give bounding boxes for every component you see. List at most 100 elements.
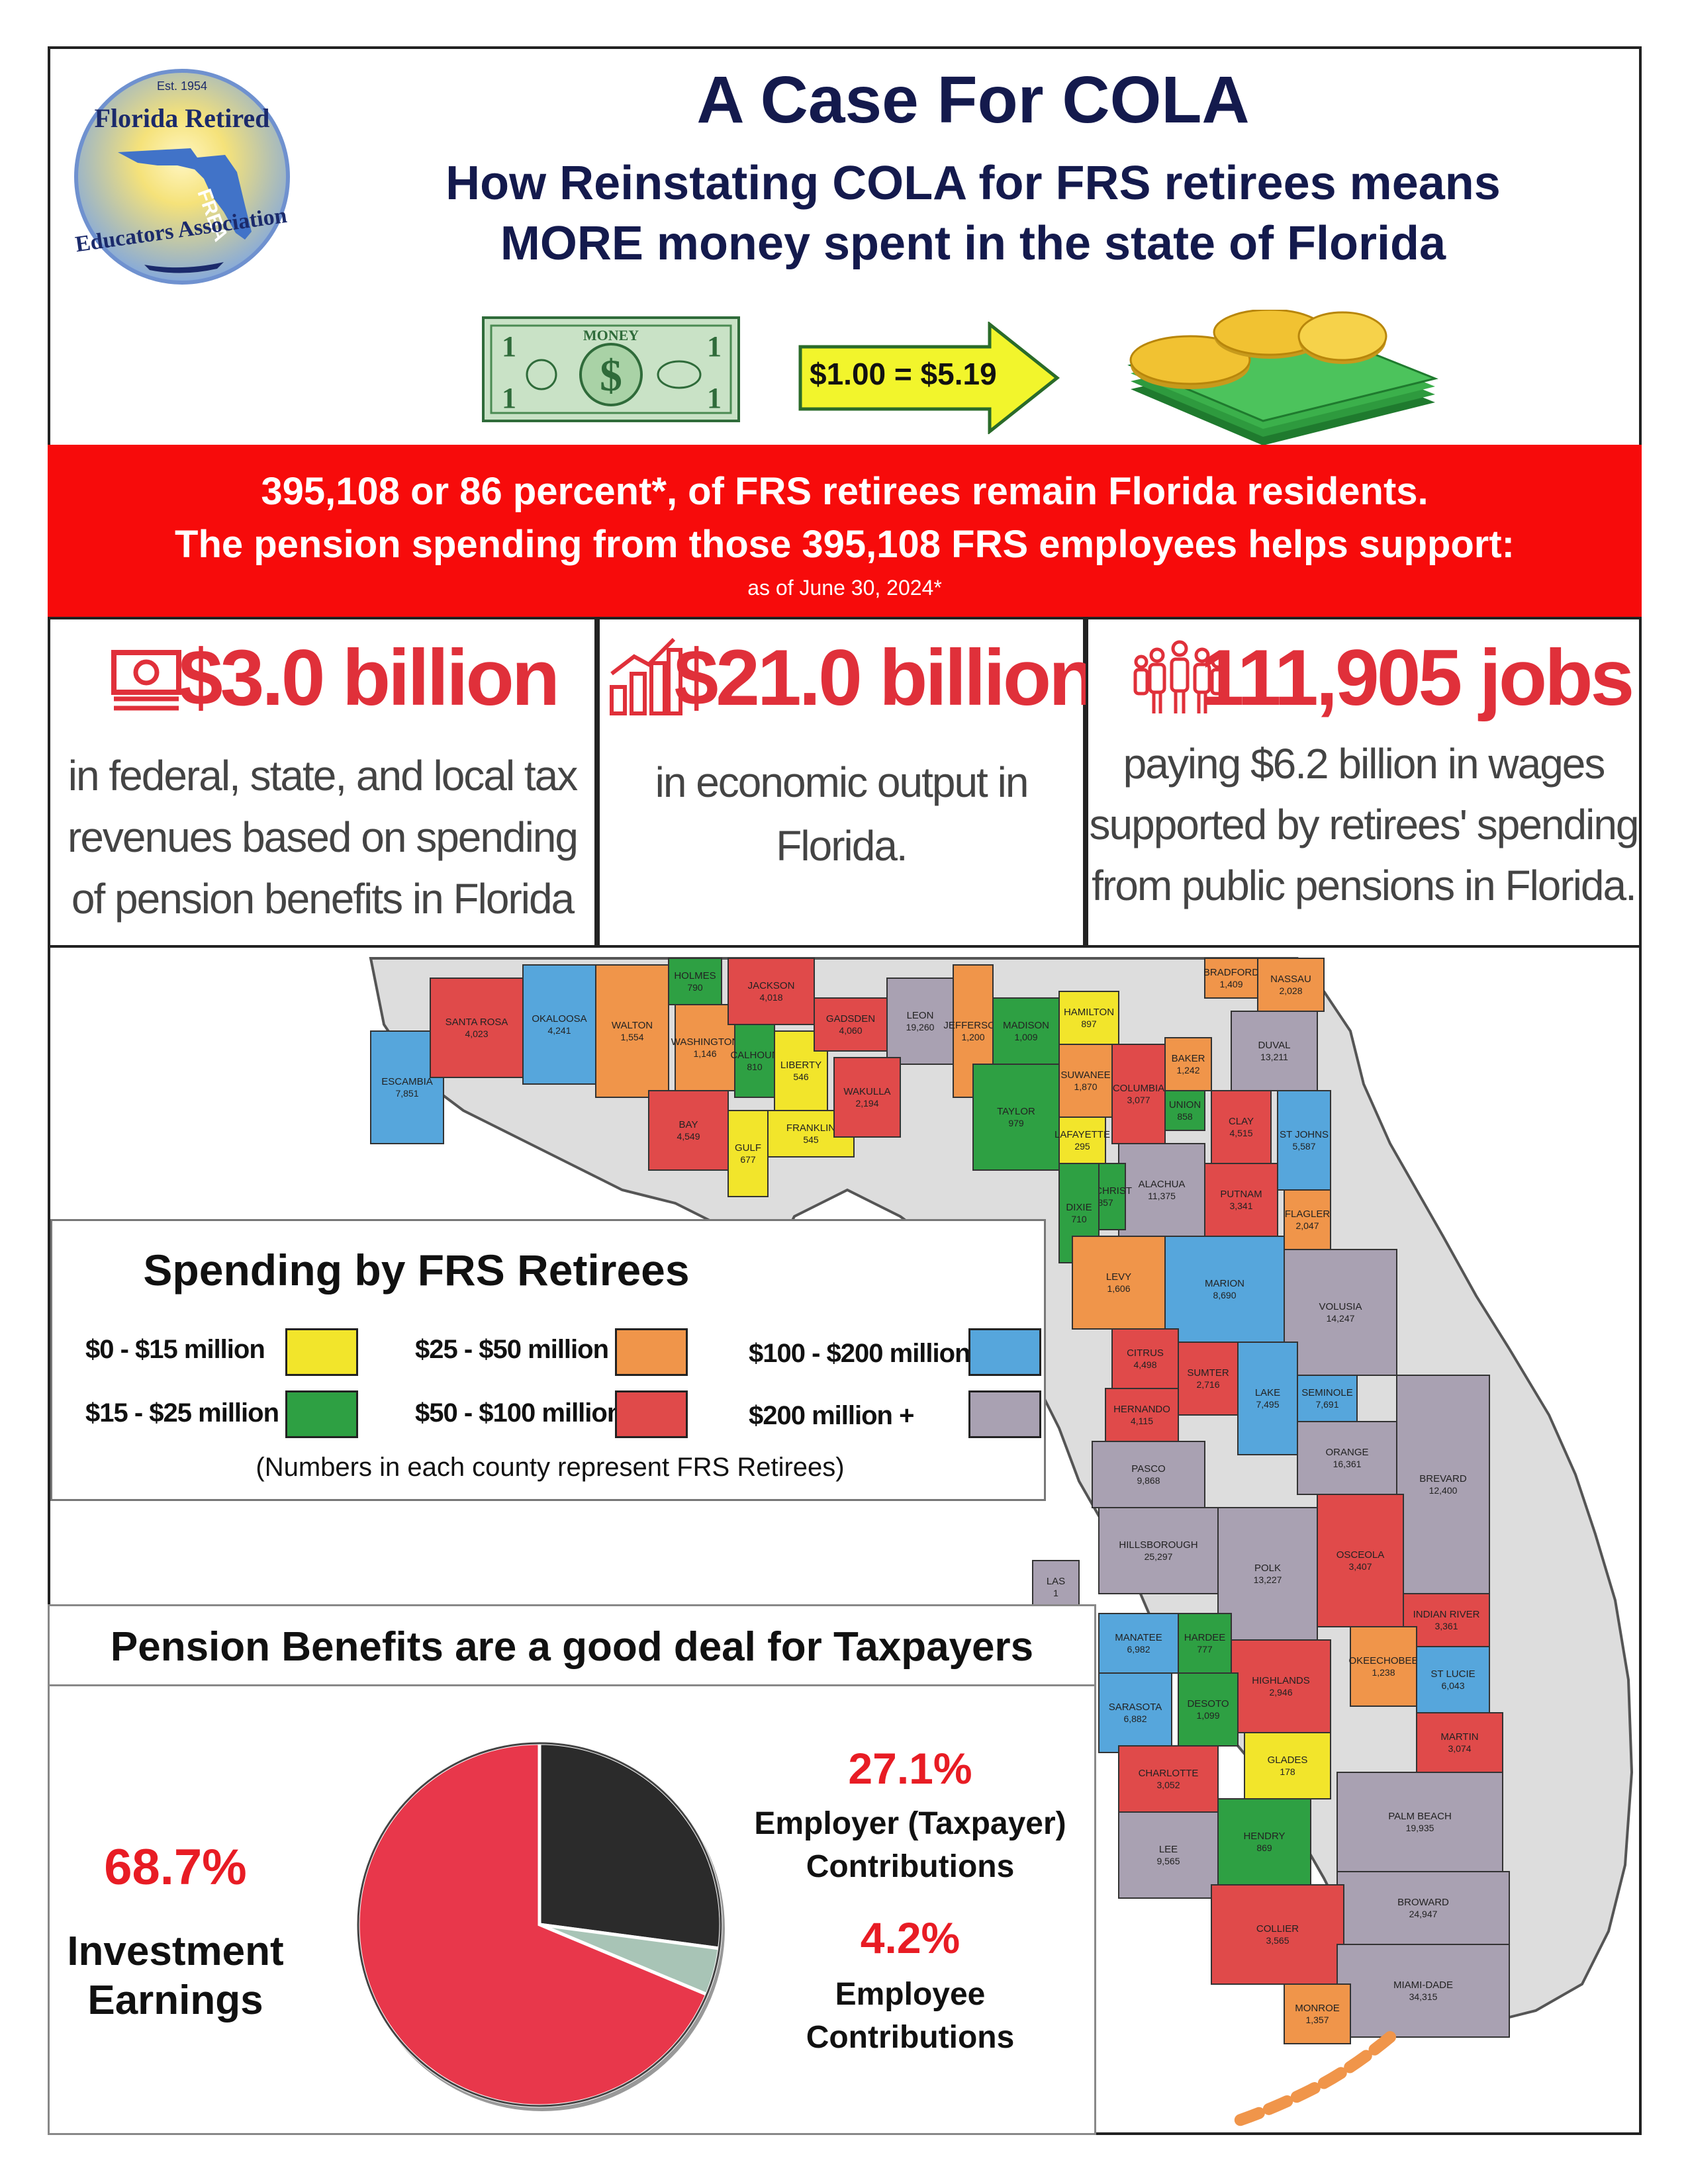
county-retiree-count: 790 <box>687 982 703 993</box>
stat-economic-output: $21.0 billion in economic output in Flor… <box>597 617 1097 948</box>
legend-swatch-green <box>285 1390 358 1438</box>
county-retiree-count: 4,023 <box>465 1028 488 1039</box>
county-retiree-count: 2,194 <box>855 1098 878 1109</box>
county-retiree-count: 9,565 <box>1156 1856 1180 1866</box>
county-name: ST JOHNS <box>1280 1129 1329 1140</box>
slice-label-line: Employee <box>835 1977 986 2012</box>
county-shape <box>1416 1646 1490 1713</box>
county-retiree-count: 3,361 <box>1434 1621 1458 1631</box>
multiplier-arrow: $1.00 = $5.19 <box>798 322 1060 434</box>
stats-row: $3.0 billion in federal, state, and loca… <box>48 617 1642 948</box>
county-retiree-count: 6,043 <box>1441 1680 1464 1691</box>
county-shape <box>1231 1011 1318 1091</box>
county-shape <box>992 997 1060 1065</box>
stat-text-line: in federal, state, and local tax <box>68 752 579 799</box>
legend-label: $0 - $15 million <box>85 1335 265 1364</box>
county-shape <box>1336 1871 1510 1945</box>
county-name: JACKSON <box>748 980 795 991</box>
county-retiree-count: 11,375 <box>1148 1191 1176 1201</box>
county-name: JEFFERSON <box>943 1020 1002 1031</box>
county-shape <box>1164 1037 1212 1091</box>
pension-panel: 68.7% Investment Earnings 27.1% Employer… <box>48 1686 1096 2135</box>
county-retiree-count: 4,515 <box>1229 1128 1252 1138</box>
slice-label-line: Investment <box>67 1929 284 1974</box>
slice-label-line: Employer (Taxpayer) <box>754 1806 1066 1841</box>
dollar-bill-icon: 1 1 1 1 MONEY $ <box>482 316 740 422</box>
county-name: OKEECHOBEE <box>1348 1655 1418 1666</box>
legend-label: $200 million + <box>749 1401 914 1430</box>
stat-text-line: revenues based on spending <box>68 813 579 861</box>
county-retiree-count: 710 <box>1071 1214 1087 1224</box>
county-retiree-count: 13,227 <box>1254 1574 1282 1585</box>
county-shape <box>1164 1090 1205 1131</box>
county-shape <box>1297 1421 1397 1495</box>
county-retiree-count: 19,260 <box>906 1022 935 1032</box>
county-shape <box>1237 1342 1298 1455</box>
county-retiree-count: 1,242 <box>1176 1065 1199 1075</box>
stat-text-line: Florida. <box>776 822 908 870</box>
pension-heading: Pension Benefits are a good deal for Tax… <box>48 1604 1096 1686</box>
bill-label: MONEY <box>583 327 639 343</box>
county-name: CHARLOTTE <box>1139 1768 1199 1779</box>
county-name: WASHINGTON <box>671 1036 739 1048</box>
county-name: HAMILTON <box>1064 1007 1114 1018</box>
county-retiree-count: 5,587 <box>1292 1141 1315 1152</box>
county-shape <box>1058 1044 1113 1118</box>
county-shape <box>814 997 888 1052</box>
county-shape <box>1284 1189 1331 1250</box>
legend-label: $50 - $100 million <box>415 1398 623 1428</box>
stat-value: 111,905 jobs <box>1199 633 1635 722</box>
county-name: MARION <box>1205 1278 1244 1289</box>
county-retiree-count: 14,247 <box>1327 1313 1355 1324</box>
county-shape <box>886 978 954 1065</box>
page-subtitle: How Reinstating COLA for FRS retirees me… <box>344 154 1602 275</box>
county-shape <box>1118 1745 1219 1813</box>
county-shape <box>1350 1626 1417 1707</box>
county-shape <box>1204 1163 1278 1237</box>
legend-swatch-red <box>615 1390 688 1438</box>
county-retiree-count: 4,060 <box>839 1025 862 1036</box>
county-name: BREVARD <box>1419 1473 1467 1484</box>
county-name: HILLSBOROUGH <box>1119 1539 1197 1551</box>
county-retiree-count: 777 <box>1197 1644 1213 1655</box>
slice-label-line: Contributions <box>806 1848 1015 1884</box>
county-retiree-count: 4,018 <box>759 992 782 1003</box>
multiplier-text: $1.00 = $5.19 <box>810 357 997 391</box>
county-shape <box>1244 1732 1331 1799</box>
county-retiree-count: 3,077 <box>1127 1095 1150 1105</box>
people-icon <box>1133 640 1226 713</box>
slice-percent: 68.7% <box>104 1839 247 1895</box>
county-retiree-count: 2,047 <box>1295 1220 1319 1231</box>
logo-est: Est. 1954 <box>157 79 207 93</box>
svg-text:1: 1 <box>707 330 722 363</box>
county-name: LEON <box>907 1010 934 1021</box>
county-shape <box>1118 1143 1205 1237</box>
county-name: HARDEE <box>1184 1632 1226 1643</box>
county-shape <box>648 1090 729 1171</box>
county-retiree-count: 869 <box>1256 1843 1272 1853</box>
county-retiree-count: 3,074 <box>1448 1743 1471 1754</box>
county-name: POLK <box>1254 1563 1281 1574</box>
county-retiree-count: 2,028 <box>1279 985 1302 996</box>
county-name: OKALOOSA <box>532 1013 586 1024</box>
frea-logo: FREA Est. 1954 Florida Retired Educators… <box>73 69 290 285</box>
county-name: MONROE <box>1295 2003 1340 2014</box>
